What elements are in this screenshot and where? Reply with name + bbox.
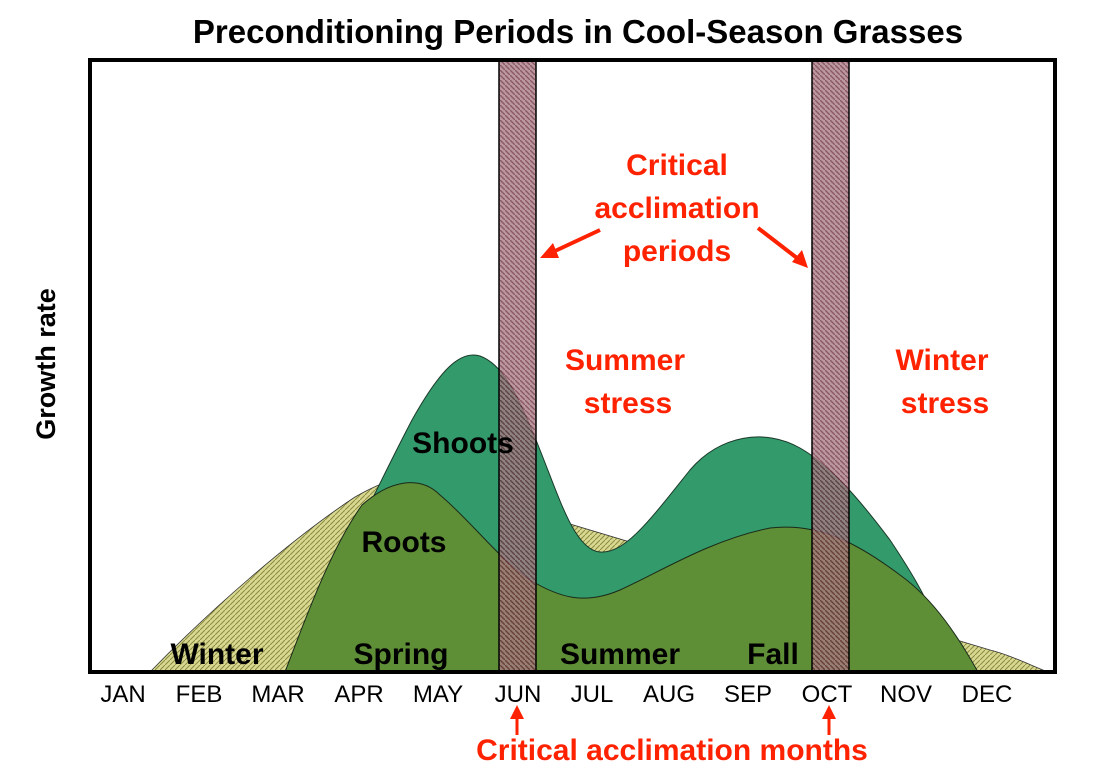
arrow-up-oct-icon bbox=[822, 705, 836, 735]
arrow-to-jun-band-icon bbox=[540, 228, 601, 258]
month-oct: OCT bbox=[802, 681, 853, 708]
month-jan: JAN bbox=[100, 681, 145, 708]
month-may: MAY bbox=[413, 681, 463, 708]
plot-frame bbox=[88, 58, 1057, 674]
season-fall-label: Fall bbox=[747, 638, 799, 671]
winter-stress-line2: stress bbox=[901, 387, 989, 420]
season-summer-label: Summer bbox=[560, 638, 680, 671]
month-feb: FEB bbox=[176, 681, 223, 708]
month-sep: SEP bbox=[724, 681, 772, 708]
winter-stress-line1: Winter bbox=[895, 344, 988, 377]
month-jul: JUL bbox=[571, 681, 614, 708]
summer-stress-line2: stress bbox=[584, 387, 672, 420]
month-dec: DEC bbox=[962, 681, 1013, 708]
season-winter-label: Winter bbox=[170, 638, 263, 671]
month-jun: JUN bbox=[495, 681, 542, 708]
y-axis-label: Growth rate bbox=[31, 288, 61, 440]
summer-stress-line1: Summer bbox=[565, 344, 685, 377]
roots-label: Roots bbox=[362, 526, 447, 559]
critical-periods-line3: periods bbox=[623, 235, 731, 268]
shoots-label: Shoots bbox=[412, 427, 514, 460]
month-nov: NOV bbox=[880, 681, 932, 708]
roots-area bbox=[284, 482, 979, 673]
critical-periods-line2: acclimation bbox=[594, 192, 759, 225]
critical-periods-line1: Critical bbox=[626, 149, 728, 182]
chart-title: Preconditioning Periods in Cool-Season G… bbox=[193, 13, 963, 50]
arrow-up-jun-icon bbox=[510, 705, 524, 735]
critical-band-jun bbox=[498, 59, 537, 673]
month-mar: MAR bbox=[251, 681, 304, 708]
month-axis: JAN FEB MAR APR MAY JUN JUL AUG SEP OCT … bbox=[100, 681, 1012, 708]
month-apr: APR bbox=[334, 681, 383, 708]
season-spring-label: Spring bbox=[354, 638, 449, 671]
arrow-to-oct-band-icon bbox=[756, 226, 808, 268]
critical-band-oct bbox=[811, 59, 850, 673]
month-aug: AUG bbox=[643, 681, 695, 708]
critical-months-caption: Critical acclimation months bbox=[476, 734, 868, 767]
